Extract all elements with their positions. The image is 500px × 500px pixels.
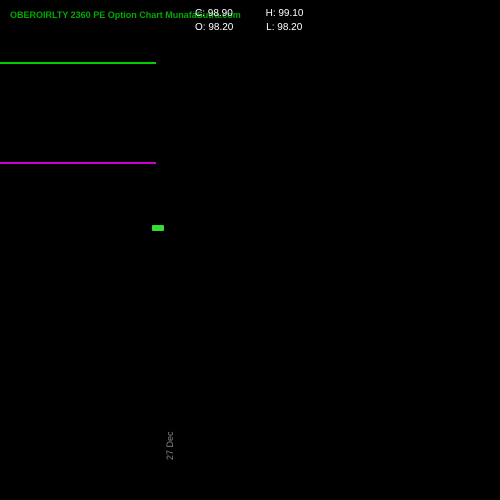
close-label: C: bbox=[195, 8, 205, 19]
indicator-line-magenta bbox=[0, 162, 156, 164]
price-candle bbox=[152, 225, 164, 231]
high-label: H: bbox=[266, 8, 276, 19]
open-value: 98.20 bbox=[208, 22, 233, 33]
ohlc-row-bottom: O: 98.20 L: 98.20 bbox=[195, 22, 332, 33]
ohlc-row-top: C: 98.90 H: 99.10 bbox=[195, 8, 333, 19]
low-label: L: bbox=[266, 22, 274, 33]
x-axis-date-label: 27 Dec bbox=[165, 431, 175, 460]
close-value: 98.90 bbox=[208, 8, 233, 19]
indicator-line-green bbox=[0, 62, 156, 64]
high-value: 99.10 bbox=[278, 8, 303, 19]
low-value: 98.20 bbox=[277, 22, 302, 33]
open-label: O: bbox=[195, 22, 206, 33]
